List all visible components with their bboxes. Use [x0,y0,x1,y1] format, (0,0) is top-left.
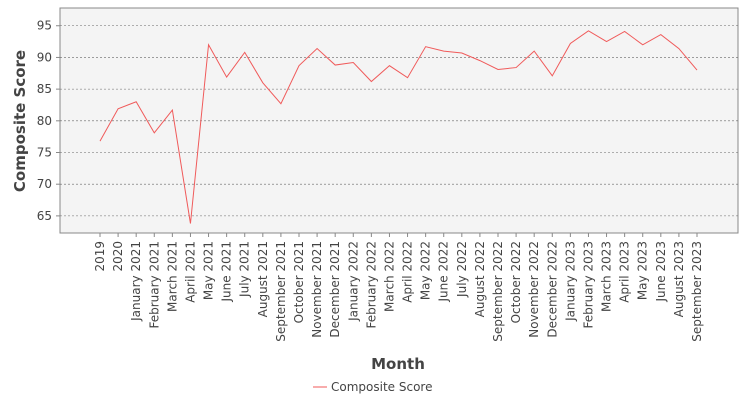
y-tick-label: 80 [37,114,52,128]
x-axis-title: Month [371,355,425,373]
plot-area [59,7,739,234]
x-tick-label: 2019 [93,241,107,272]
x-tick-label: February 2022 [364,241,378,329]
x-tick-label: December 2022 [545,241,559,338]
legend-label: Composite Score [331,380,432,394]
x-tick-label: September 2023 [690,241,704,342]
x-tick-label: August 2021 [256,241,270,317]
y-axis-title: Composite Score [11,50,29,192]
x-tick-label: May 2023 [636,241,650,300]
x-tick-label: February 2021 [147,241,161,329]
y-tick-label: 70 [37,177,52,191]
x-tick-label: March 2021 [165,241,179,312]
x-tick-label: April 2023 [618,241,632,303]
x-tick-label: May 2021 [202,241,216,300]
y-tick-label: 90 [37,50,52,64]
x-tick-label: April 2022 [401,241,415,303]
x-tick-label: October 2022 [509,241,523,323]
y-tick-label: 85 [37,82,52,96]
x-tick-label: July 2022 [455,241,469,298]
x-tick-label: June 2023 [654,241,668,303]
x-tick-label: August 2022 [473,241,487,317]
x-tick-label: April 2021 [183,241,197,303]
x-tick-label: November 2021 [310,241,324,338]
x-tick-label: October 2021 [292,241,306,323]
data-line [99,30,698,224]
x-tick-label: June 2021 [220,241,234,303]
x-tick-label: January 2023 [563,241,577,322]
x-tick-label: September 2022 [491,241,505,342]
x-tick-label: May 2022 [419,241,433,300]
y-tick-label: 75 [37,146,52,160]
x-tick-label: September 2021 [274,241,288,342]
x-tick-label: January 2021 [129,241,143,322]
x-tick-label: November 2022 [527,241,541,338]
y-tick-label: 95 [37,19,52,33]
x-tick-label: July 2021 [238,241,252,298]
x-tick-label: December 2021 [328,241,342,338]
x-tick-label: January 2022 [346,241,360,322]
y-tick-label: 65 [37,209,52,223]
x-tick-label: 2020 [111,241,125,272]
x-tick-label: June 2022 [437,241,451,303]
x-tick-label: March 2022 [382,241,396,312]
x-tick-label: February 2023 [581,241,595,329]
x-tick-label: March 2023 [600,241,614,312]
x-tick-label: August 2023 [672,241,686,317]
